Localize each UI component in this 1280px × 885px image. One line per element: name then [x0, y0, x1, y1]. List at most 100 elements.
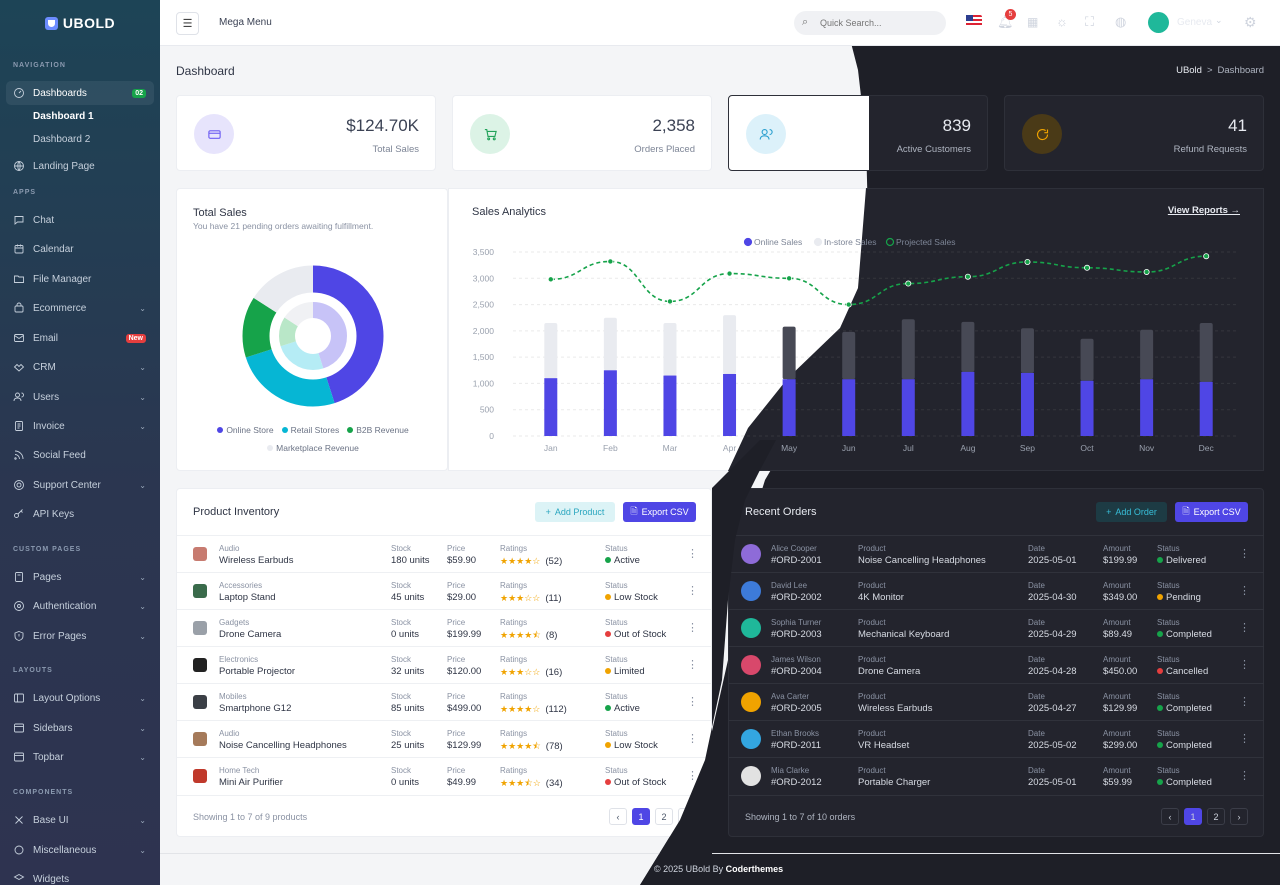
footer-brand-link[interactable]: Coderthemes [725, 864, 784, 874]
more-options-icon[interactable]: ⋮ [687, 622, 698, 634]
more-options-icon[interactable]: ⋮ [1239, 696, 1250, 708]
table-row[interactable]: Audio Wireless Earbuds Stock 180 units Price… [177, 535, 712, 572]
add-order-button[interactable]: + Add Order [1096, 502, 1167, 522]
more-options-icon[interactable]: ⋮ [1239, 622, 1250, 634]
order-id[interactable]: #ORD-2001 [771, 555, 822, 566]
sidebar-item-pages[interactable]: Pages ⌄ [6, 565, 154, 589]
sidebar-item-dashboards[interactable]: Dashboards 02 [6, 81, 154, 105]
more-options-icon[interactable]: ⋮ [1239, 659, 1250, 671]
sidebar-item-invoice[interactable]: Invoice ⌄ [6, 414, 154, 438]
sidebar-item-layout-options[interactable]: Layout Options ⌄ [6, 686, 154, 710]
order-id[interactable]: #ORD-2012 [771, 777, 822, 788]
product-name[interactable]: Laptop Stand [219, 592, 276, 603]
sidebar-item-email[interactable]: Email New [6, 326, 154, 350]
breadcrumb-root[interactable]: UBold [1176, 65, 1202, 76]
more-options-icon[interactable]: ⋮ [687, 659, 698, 671]
sidebar-item-crm[interactable]: CRM ⌄ [6, 355, 154, 379]
user-name[interactable]: Geneva [1177, 17, 1213, 28]
sidebar-item-chat[interactable]: Chat [6, 208, 154, 232]
pagination-next[interactable]: › [1230, 808, 1248, 825]
column-label: Price [447, 618, 466, 627]
sidebar-item-widgets[interactable]: Widgets [6, 867, 154, 885]
pagination-prev[interactable]: ‹ [609, 808, 627, 825]
sidebar-item-authentication[interactable]: Authentication ⌄ [6, 594, 154, 618]
more-options-icon[interactable]: ⋮ [687, 770, 698, 782]
table-row[interactable]: Alice Cooper #ORD-2001 Product Noise Cancel… [729, 535, 1264, 572]
sidebar-item-landing[interactable]: Landing Page [6, 154, 154, 178]
table-row[interactable]: Electronics Portable Projector Stock 32 uni… [177, 646, 712, 683]
pagination-prev[interactable]: ‹ [1161, 808, 1179, 825]
order-id[interactable]: #ORD-2002 [771, 592, 822, 603]
product-name[interactable]: Smartphone G12 [219, 703, 292, 714]
table-row[interactable]: Gadgets Drone Camera Stock 0 units Price $199… [177, 609, 712, 646]
table-row[interactable]: Mia Clarke #ORD-2012 Product Portable Charg… [729, 757, 1264, 794]
pagination-page[interactable]: 2 [655, 808, 673, 825]
more-options-icon[interactable]: ⋮ [1239, 585, 1250, 597]
search-box[interactable]: ⌕ [794, 11, 946, 35]
table-row[interactable]: Accessories Laptop Stand Stock 45 units Pric… [177, 572, 712, 609]
order-id[interactable]: #ORD-2011 [771, 740, 821, 751]
export-csv-button[interactable]: 🗎 Export CSV [623, 502, 696, 522]
sidebar-item-support-center[interactable]: Support Center ⌄ [6, 473, 154, 497]
palette-icon[interactable]: ◍ [1115, 14, 1127, 29]
sidebar-item-users[interactable]: Users ⌄ [6, 385, 154, 409]
sidebar-item-topbar[interactable]: Topbar ⌄ [6, 745, 154, 769]
sidebar-item-calendar[interactable]: Calendar [6, 237, 154, 261]
donut-inner-slice [279, 302, 347, 370]
globe-icon [13, 160, 25, 172]
sidebar-item-miscellaneous[interactable]: Miscellaneous ⌄ [6, 838, 154, 862]
pagination-page[interactable]: 2 [1207, 808, 1225, 825]
pagination-page[interactable]: 1 [1184, 808, 1202, 825]
product-name[interactable]: Wireless Earbuds [219, 555, 294, 566]
apps-grid-icon[interactable]: ▦ [1027, 15, 1039, 29]
sidebar-item-base-ui[interactable]: Base UI ⌄ [6, 808, 154, 832]
more-options-icon[interactable]: ⋮ [687, 585, 698, 597]
sidebar-item-dashboard-2[interactable]: Dashboard 2 [33, 134, 91, 145]
table-row[interactable]: Mobiles Smartphone G12 Stock 85 units Price $… [177, 683, 712, 720]
table-row[interactable]: Audio Noise Cancelling Headphones Stock 25 … [177, 720, 712, 757]
fullscreen-icon[interactable]: ⛶ [1085, 14, 1095, 29]
sun-icon[interactable]: ☼ [1056, 14, 1068, 29]
search-input[interactable] [820, 15, 938, 31]
more-options-icon[interactable]: ⋮ [1239, 733, 1250, 745]
pagination-page[interactable]: 1 [632, 808, 650, 825]
settings-gear-icon[interactable]: ⚙ [1244, 14, 1257, 30]
table-row[interactable]: Sophia Turner #ORD-2003 Product Mechanical … [729, 609, 1264, 646]
sidebar-item-file-manager[interactable]: File Manager [6, 267, 154, 291]
table-row[interactable]: Ava Carter #ORD-2005 Product Wireless Earbu… [729, 683, 1264, 720]
order-id[interactable]: #ORD-2003 [771, 629, 822, 640]
product-name[interactable]: Noise Cancelling Headphones [219, 740, 347, 751]
table-row[interactable]: James Wilson #ORD-2004 Product Drone Camera… [729, 646, 1264, 683]
sidebar-item-dashboard-1[interactable]: Dashboard 1 [33, 111, 94, 122]
menu-toggle-button[interactable]: ☰ [176, 12, 199, 35]
mega-menu-link[interactable]: Mega Menu [219, 17, 272, 28]
more-options-icon[interactable]: ⋮ [687, 696, 698, 708]
user-avatar[interactable] [1148, 12, 1169, 33]
more-options-icon[interactable]: ⋮ [1239, 548, 1250, 560]
section-navigation: NAVIGATION [13, 62, 66, 69]
sidebar-item-api-keys[interactable]: API Keys [6, 502, 154, 526]
sidebar-item-error-pages[interactable]: Error Pages ⌄ [6, 624, 154, 648]
export-csv-button[interactable]: 🗎 Export CSV [1175, 502, 1248, 522]
sidebar-item-sidebars[interactable]: Sidebars ⌄ [6, 716, 154, 740]
product-name[interactable]: Mini Air Purifier [219, 777, 283, 788]
more-options-icon[interactable]: ⋮ [687, 548, 698, 560]
table-row[interactable]: Home Tech Mini Air Purifier Stock 0 units Pr… [177, 757, 712, 794]
pagination-next[interactable]: › [678, 808, 696, 825]
flag-us-icon[interactable] [966, 15, 982, 27]
add-product-button[interactable]: + Add Product [535, 502, 615, 522]
sidebar-item-social-feed[interactable]: Social Feed [6, 443, 154, 467]
table-row[interactable]: Ethan Brooks #ORD-2011 Product VR Headset Da… [729, 720, 1264, 757]
order-id[interactable]: #ORD-2005 [771, 703, 822, 714]
product-name[interactable]: Portable Projector [219, 666, 296, 677]
more-options-icon[interactable]: ⋮ [1239, 770, 1250, 782]
stat-card-refunds: 41 Refund Requests [1004, 95, 1264, 171]
more-options-icon[interactable]: ⋮ [687, 733, 698, 745]
order-id[interactable]: #ORD-2004 [771, 666, 822, 677]
view-reports-link[interactable]: View Reports → [1167, 205, 1240, 216]
sidebar-item-ecommerce[interactable]: Ecommerce ⌄ [6, 296, 154, 320]
column-label: Status [1157, 766, 1180, 775]
table-row[interactable]: David Lee #ORD-2002 Product 4K Monitor Date 2… [729, 572, 1264, 609]
brand-logo[interactable]: UBOLD [0, 0, 160, 46]
product-name[interactable]: Drone Camera [219, 629, 282, 640]
